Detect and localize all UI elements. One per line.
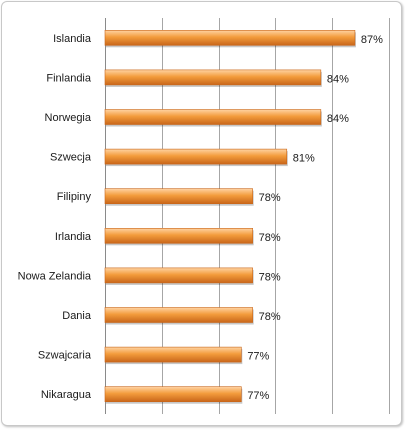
bar-finlandia xyxy=(104,69,322,86)
labels: Islandia 87% Finlandia 84% Norwegia 84% Szwecj… xyxy=(18,33,384,402)
bars xyxy=(104,29,356,404)
bar-szwecja xyxy=(104,148,288,165)
value-label: 78% xyxy=(259,192,281,204)
category-label: Filipiny xyxy=(57,191,92,203)
category-label: Irlandia xyxy=(55,231,92,243)
value-label: 81% xyxy=(293,153,315,165)
chart-frame: Islandia 87% Finlandia 84% Norwegia 84% Szwecj… xyxy=(1,1,402,426)
category-label: Finlandia xyxy=(46,72,92,84)
category-label: Szwecja xyxy=(50,152,92,164)
bar-nowa-zelandia xyxy=(104,267,253,284)
bar-nikaragua xyxy=(104,386,242,403)
value-label: 87% xyxy=(361,34,383,46)
value-label: 78% xyxy=(259,232,281,244)
value-label: 77% xyxy=(247,351,269,363)
category-label: Nikaragua xyxy=(41,389,92,401)
bar-filipiny xyxy=(104,188,253,204)
value-label: 77% xyxy=(247,390,269,402)
bar-islandia xyxy=(104,29,356,46)
category-label: Islandia xyxy=(53,33,92,45)
category-label: Nowa Zelandia xyxy=(18,270,92,282)
bar-dania xyxy=(104,307,253,323)
bar-norwegia xyxy=(104,109,322,125)
bar-szwajcaria xyxy=(104,346,242,363)
category-label: Dania xyxy=(62,310,92,322)
category-label: Norwegia xyxy=(45,112,92,124)
value-label: 78% xyxy=(259,271,281,283)
bar-irlandia xyxy=(104,228,253,244)
category-label: Szwajcaria xyxy=(38,350,92,362)
value-label: 84% xyxy=(327,113,349,125)
value-label: 78% xyxy=(259,311,281,323)
value-label: 84% xyxy=(327,73,349,85)
